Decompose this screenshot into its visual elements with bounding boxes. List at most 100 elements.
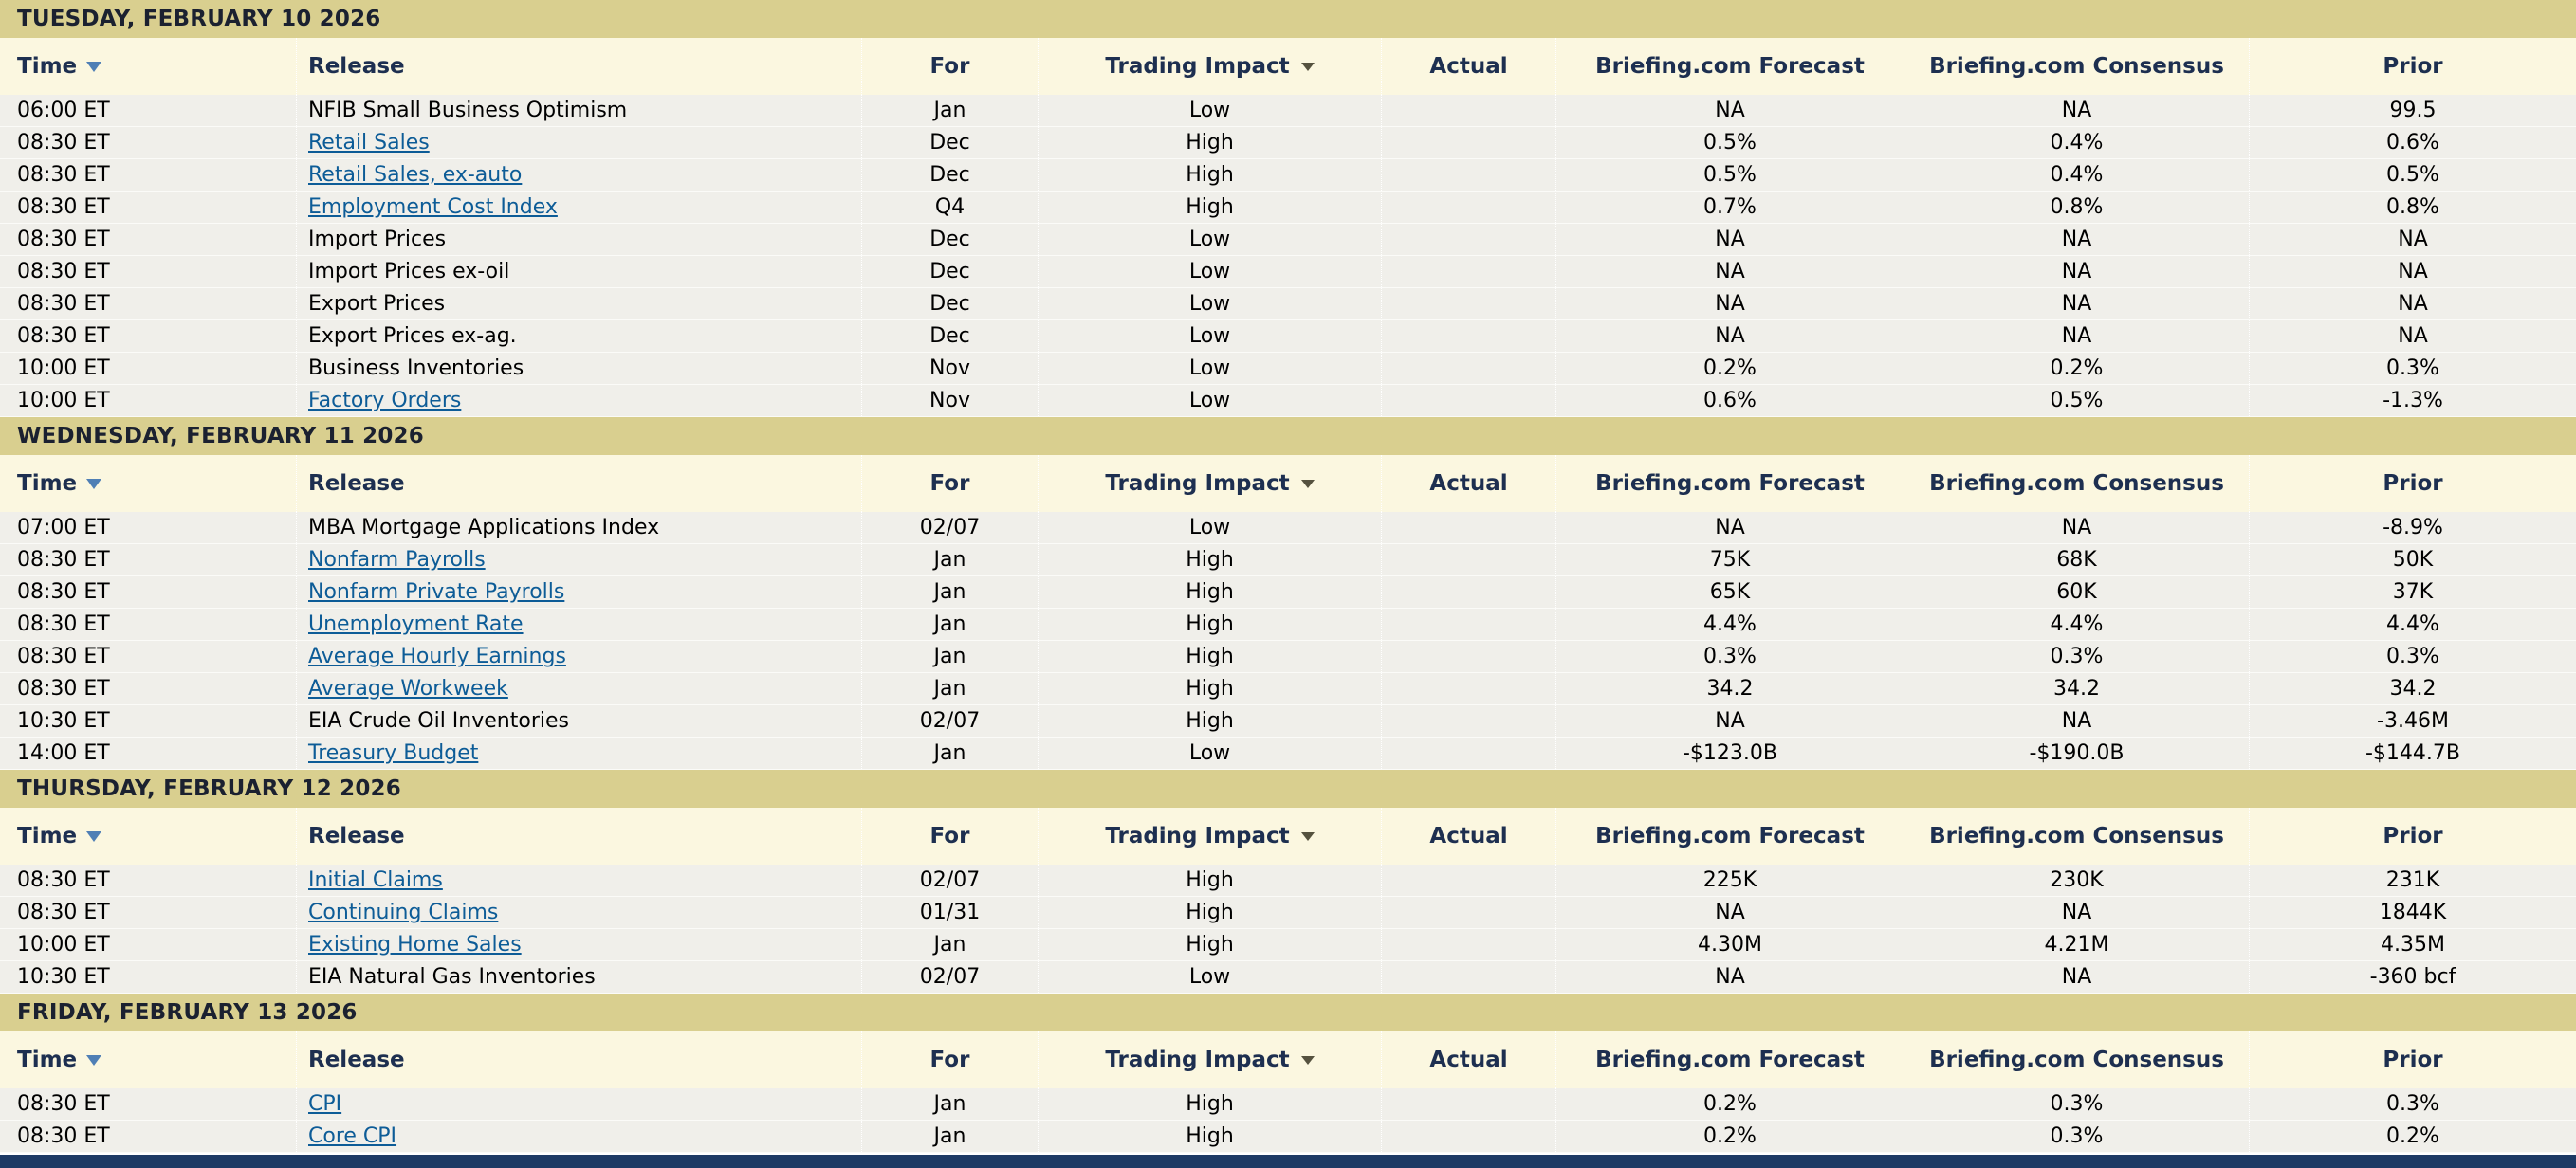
for-header-label: For	[929, 824, 970, 849]
release-link[interactable]: Factory Orders	[308, 389, 462, 412]
column-header-row: Time Release For Trading Impact Actual B…	[0, 455, 2576, 512]
actual-cell	[1381, 192, 1555, 223]
time-cell: 08:30 ET	[17, 228, 110, 251]
release-cell: Retail Sales, ex-auto	[296, 159, 861, 191]
release-link[interactable]: CPI	[308, 1092, 342, 1116]
release-link[interactable]: Nonfarm Private Payrolls	[308, 580, 565, 604]
day-section: FRIDAY, FEBRUARY 13 2026 Time Release Fo…	[0, 994, 2576, 1153]
filter-dropdown-icon[interactable]	[1300, 479, 1315, 488]
for-cell: Dec	[861, 320, 1038, 352]
actual-cell	[1381, 256, 1555, 287]
actual-cell	[1381, 865, 1555, 896]
release-link[interactable]: Average Workweek	[308, 677, 508, 701]
actual-cell	[1381, 320, 1555, 352]
prior-cell: 4.4%	[2249, 609, 2576, 640]
column-header-trading-impact[interactable]: Trading Impact	[1038, 38, 1381, 95]
release-link[interactable]: Treasury Budget	[308, 741, 479, 765]
forecast-cell: 65K	[1555, 576, 1904, 608]
release-link[interactable]: Unemployment Rate	[308, 612, 524, 636]
column-header-time[interactable]: Time	[0, 455, 296, 512]
release-cell: Business Inventories	[296, 353, 861, 384]
actual-cell	[1381, 705, 1555, 737]
actual-cell	[1381, 159, 1555, 191]
release-cell: NFIB Small Business Optimism	[296, 95, 861, 126]
column-header-time[interactable]: Time	[0, 808, 296, 865]
prior-header-label: Prior	[2383, 1048, 2443, 1072]
release-text: Import Prices	[308, 228, 447, 251]
column-header-prior: Prior	[2249, 38, 2576, 95]
release-cell: Continuing Claims	[296, 897, 861, 928]
release-link[interactable]: Existing Home Sales	[308, 933, 522, 957]
release-link[interactable]: Initial Claims	[308, 868, 443, 892]
for-cell: Jan	[861, 609, 1038, 640]
forecast-cell: -$123.0B	[1555, 738, 1904, 769]
filter-dropdown-icon[interactable]	[1300, 831, 1315, 841]
for-cell: Jan	[861, 1121, 1038, 1152]
release-link[interactable]: Continuing Claims	[308, 901, 499, 924]
prior-cell: 231K	[2249, 865, 2576, 896]
sort-desc-icon[interactable]	[86, 61, 102, 72]
consensus-cell: 0.2%	[1904, 353, 2249, 384]
for-cell: 02/07	[861, 705, 1038, 737]
for-cell: Jan	[861, 673, 1038, 704]
impact-cell: High	[1038, 1088, 1381, 1120]
trading-impact-header-label: Trading Impact	[1105, 54, 1290, 79]
column-header-trading-impact[interactable]: Trading Impact	[1038, 455, 1381, 512]
trading-impact-header-label: Trading Impact	[1105, 471, 1290, 496]
prior-cell: 99.5	[2249, 95, 2576, 126]
table-row: 08:30 ET Retail Sales Dec High 0.5% 0.4%…	[0, 127, 2576, 159]
filter-dropdown-icon[interactable]	[1300, 62, 1315, 71]
impact-cell: High	[1038, 609, 1381, 640]
for-cell: Dec	[861, 288, 1038, 319]
column-header-forecast: Briefing.com Forecast	[1555, 808, 1904, 865]
column-header-trading-impact[interactable]: Trading Impact	[1038, 1031, 1381, 1088]
prior-cell: -360 bcf	[2249, 961, 2576, 993]
table-row: 08:30 ET Nonfarm Private Payrolls Jan Hi…	[0, 576, 2576, 609]
consensus-header-label: Briefing.com Consensus	[1929, 471, 2224, 496]
for-cell: Nov	[861, 385, 1038, 416]
forecast-cell: NA	[1555, 897, 1904, 928]
prior-header-label: Prior	[2383, 471, 2443, 496]
actual-cell	[1381, 544, 1555, 575]
impact-cell: High	[1038, 544, 1381, 575]
release-cell: EIA Natural Gas Inventories	[296, 961, 861, 993]
release-link[interactable]: Retail Sales	[308, 131, 430, 155]
column-header-time[interactable]: Time	[0, 1031, 296, 1088]
release-link[interactable]: Retail Sales, ex-auto	[308, 163, 523, 187]
forecast-header-label: Briefing.com Forecast	[1595, 1048, 1865, 1072]
prior-cell: -1.3%	[2249, 385, 2576, 416]
column-header-time[interactable]: Time	[0, 38, 296, 95]
column-header-consensus: Briefing.com Consensus	[1904, 808, 2249, 865]
table-row: 08:30 ET Average Hourly Earnings Jan Hig…	[0, 641, 2576, 673]
table-row: 08:30 ET Employment Cost Index Q4 High 0…	[0, 192, 2576, 224]
bottom-scrollbar[interactable]	[0, 1155, 2576, 1168]
for-cell: Jan	[861, 544, 1038, 575]
filter-dropdown-icon[interactable]	[1300, 1055, 1315, 1065]
consensus-cell: NA	[1904, 256, 2249, 287]
time-header-label: Time	[17, 1048, 78, 1072]
release-text: Business Inventories	[308, 356, 524, 380]
release-link[interactable]: Employment Cost Index	[308, 195, 558, 219]
release-link[interactable]: Average Hourly Earnings	[308, 645, 566, 668]
forecast-header-label: Briefing.com Forecast	[1595, 54, 1865, 79]
table-row: 08:30 ET CPI Jan High 0.2% 0.3% 0.3%	[0, 1088, 2576, 1121]
release-text: NFIB Small Business Optimism	[308, 99, 628, 122]
sort-desc-icon[interactable]	[86, 478, 102, 489]
column-header-consensus: Briefing.com Consensus	[1904, 38, 2249, 95]
forecast-cell: 34.2	[1555, 673, 1904, 704]
release-cell: Average Hourly Earnings	[296, 641, 861, 672]
table-row: 08:30 ET Unemployment Rate Jan High 4.4%…	[0, 609, 2576, 641]
release-cell: EIA Crude Oil Inventories	[296, 705, 861, 737]
prior-cell: NA	[2249, 288, 2576, 319]
table-row: 10:00 ET Factory Orders Nov Low 0.6% 0.5…	[0, 385, 2576, 417]
column-header-trading-impact[interactable]: Trading Impact	[1038, 808, 1381, 865]
release-link[interactable]: Core CPI	[308, 1124, 397, 1148]
release-link[interactable]: Nonfarm Payrolls	[308, 548, 486, 572]
time-cell: 08:30 ET	[17, 163, 110, 187]
impact-cell: Low	[1038, 288, 1381, 319]
sort-desc-icon[interactable]	[86, 1054, 102, 1066]
rows-container: 08:30 ET CPI Jan High 0.2% 0.3% 0.3% 08:…	[0, 1088, 2576, 1153]
rows-container: 07:00 ET MBA Mortgage Applications Index…	[0, 512, 2576, 770]
release-cell: Average Workweek	[296, 673, 861, 704]
sort-desc-icon[interactable]	[86, 830, 102, 842]
